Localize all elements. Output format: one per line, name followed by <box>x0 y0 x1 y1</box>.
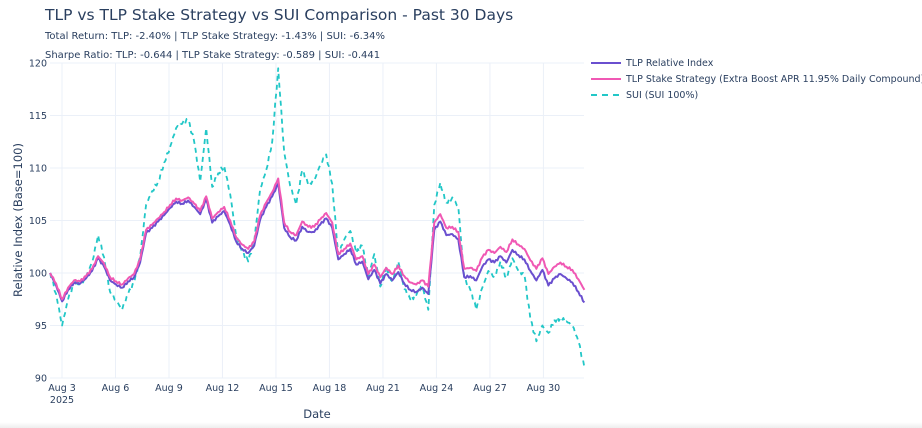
x-tick-label: Aug 24 <box>420 383 454 394</box>
y-tick-label: 105 <box>29 216 47 227</box>
x-tick-label: Aug 27 <box>473 383 507 394</box>
y-tick-label: 90 <box>35 374 47 385</box>
series-lines <box>49 67 586 368</box>
y-tick-label: 95 <box>35 321 47 332</box>
x-tick-label: Aug 6 <box>102 383 130 394</box>
chart-title: TLP vs TLP Stake Strategy vs SUI Compari… <box>45 6 514 24</box>
legend-label: TLP Stake Strategy (Extra Boost APR 11.9… <box>626 73 922 85</box>
x-tick-label: Aug 9 <box>155 383 183 394</box>
legend: TLP Relative Index TLP Stake Strategy (Ex… <box>591 55 922 103</box>
x-tick-label: Aug 30 <box>527 383 561 394</box>
x-tick-label: Aug 21 <box>366 383 400 394</box>
y-axis-title: Relative Index (Base=100) <box>11 143 25 297</box>
x-tick-label: Aug 12 <box>206 383 240 394</box>
series-line-tlp <box>49 182 586 304</box>
legend-label: TLP Relative Index <box>626 57 714 69</box>
y-axis-ticks: 90 95 100 105 110 115 120 <box>29 59 47 385</box>
legend-swatch-icon <box>591 78 621 80</box>
total-return-subtitle: Total Return: TLP: -2.40% | TLP Stake St… <box>45 31 385 42</box>
gridlines <box>50 62 584 379</box>
y-tick-label: 100 <box>29 269 47 280</box>
x-tick-label: Aug 18 <box>313 383 347 394</box>
y-tick-label: 115 <box>29 111 47 122</box>
bottom-edge <box>0 422 922 428</box>
x-tick-year-label: 2025 <box>50 395 74 406</box>
legend-label: SUI (SUI 100%) <box>626 89 699 101</box>
legend-item[interactable]: SUI (SUI 100%) <box>591 87 922 103</box>
y-tick-label: 110 <box>29 164 47 175</box>
series-line-sui <box>49 67 586 368</box>
y-tick-label: 120 <box>29 59 47 70</box>
legend-swatch-icon <box>591 94 621 96</box>
series-line-stake <box>49 177 586 301</box>
x-tick-label: Aug 15 <box>259 383 293 394</box>
legend-item[interactable]: TLP Relative Index <box>591 55 922 71</box>
legend-item[interactable]: TLP Stake Strategy (Extra Boost APR 11.9… <box>591 71 922 87</box>
legend-swatch-icon <box>591 62 621 64</box>
x-tick-label: Aug 3 <box>48 383 76 394</box>
sharpe-ratio-subtitle: Sharpe Ratio: TLP: -0.644 | TLP Stake St… <box>45 50 381 61</box>
x-axis-title: Date <box>303 407 331 421</box>
